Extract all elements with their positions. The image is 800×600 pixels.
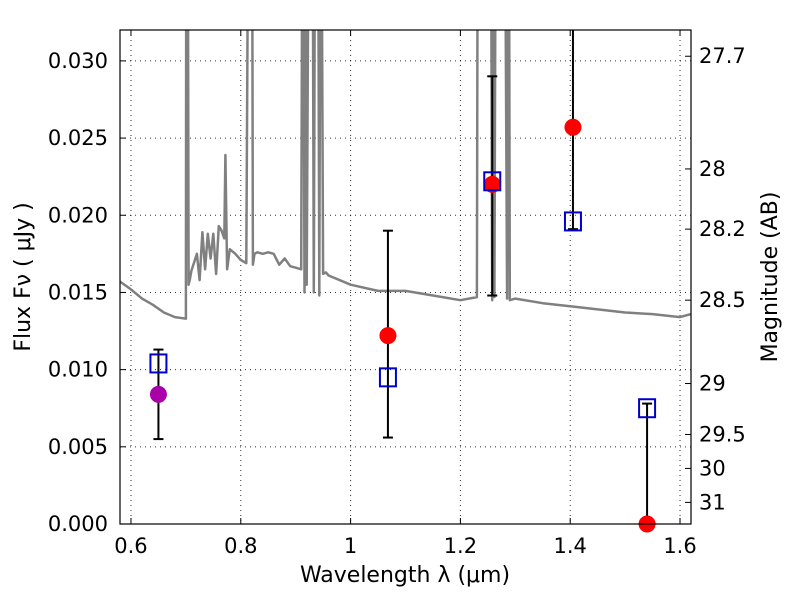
x-tick-label: 1.4 xyxy=(554,534,587,558)
y-tick-label: 0.030 xyxy=(48,49,108,73)
y2-tick-label: 27.7 xyxy=(699,44,746,68)
model-band-flux-square xyxy=(378,367,397,388)
y2-tick-label: 31 xyxy=(699,490,726,514)
y-tick-label: 0.015 xyxy=(48,280,108,304)
y-axis-right: 27.7 28 28.2 28.5 29 29.5 30 31 xyxy=(685,44,746,514)
observed-flux-point xyxy=(564,118,582,136)
plot-frame xyxy=(119,29,692,525)
y2-tick-label: 28.2 xyxy=(699,217,746,241)
x-tick-label: 0.8 xyxy=(224,534,257,558)
x-tick-label: 1 xyxy=(344,534,357,558)
x-tick-label: 0.6 xyxy=(114,534,147,558)
model-band-flux-square xyxy=(638,398,657,419)
y2-tick-label: 30 xyxy=(699,456,726,480)
model-band-flux-square xyxy=(563,211,582,232)
x-tick-label: 1.6 xyxy=(663,534,696,558)
x-axis: 0.6 0.8 1 1.2 1.4 1.6 xyxy=(114,30,697,558)
observed-flux-point xyxy=(149,385,167,403)
y2-axis-label: Magnitude (AB) xyxy=(758,192,783,363)
y-tick-label: 0.025 xyxy=(48,126,108,150)
model-band-flux-square xyxy=(149,353,168,374)
y-tick-label: 0.005 xyxy=(48,435,108,459)
model-band-flux-square xyxy=(483,171,502,192)
y-axis-label: Flux Fν ( μJy ) xyxy=(11,202,36,351)
x-axis-label: Wavelength λ (μm) xyxy=(300,563,510,588)
y-tick-label: 0.020 xyxy=(48,203,108,227)
y-axis-left: 0.000 0.005 0.010 0.015 0.020 0.025 0.030 xyxy=(48,49,126,536)
plot-background xyxy=(120,30,691,524)
y-tick-label: 0.000 xyxy=(48,512,108,536)
y2-tick-label: 28 xyxy=(699,157,726,181)
plot-content xyxy=(120,30,691,320)
model-spectrum-line xyxy=(120,30,691,320)
y-tick-label: 0.010 xyxy=(48,358,108,382)
y2-tick-label: 29 xyxy=(699,372,726,396)
grid xyxy=(120,30,691,525)
x-tick-label: 1.2 xyxy=(444,534,477,558)
y2-tick-label: 29.5 xyxy=(699,422,746,446)
points-layer xyxy=(149,30,657,533)
observed-flux-point xyxy=(379,327,397,345)
y2-tick-label: 28.5 xyxy=(699,288,746,312)
